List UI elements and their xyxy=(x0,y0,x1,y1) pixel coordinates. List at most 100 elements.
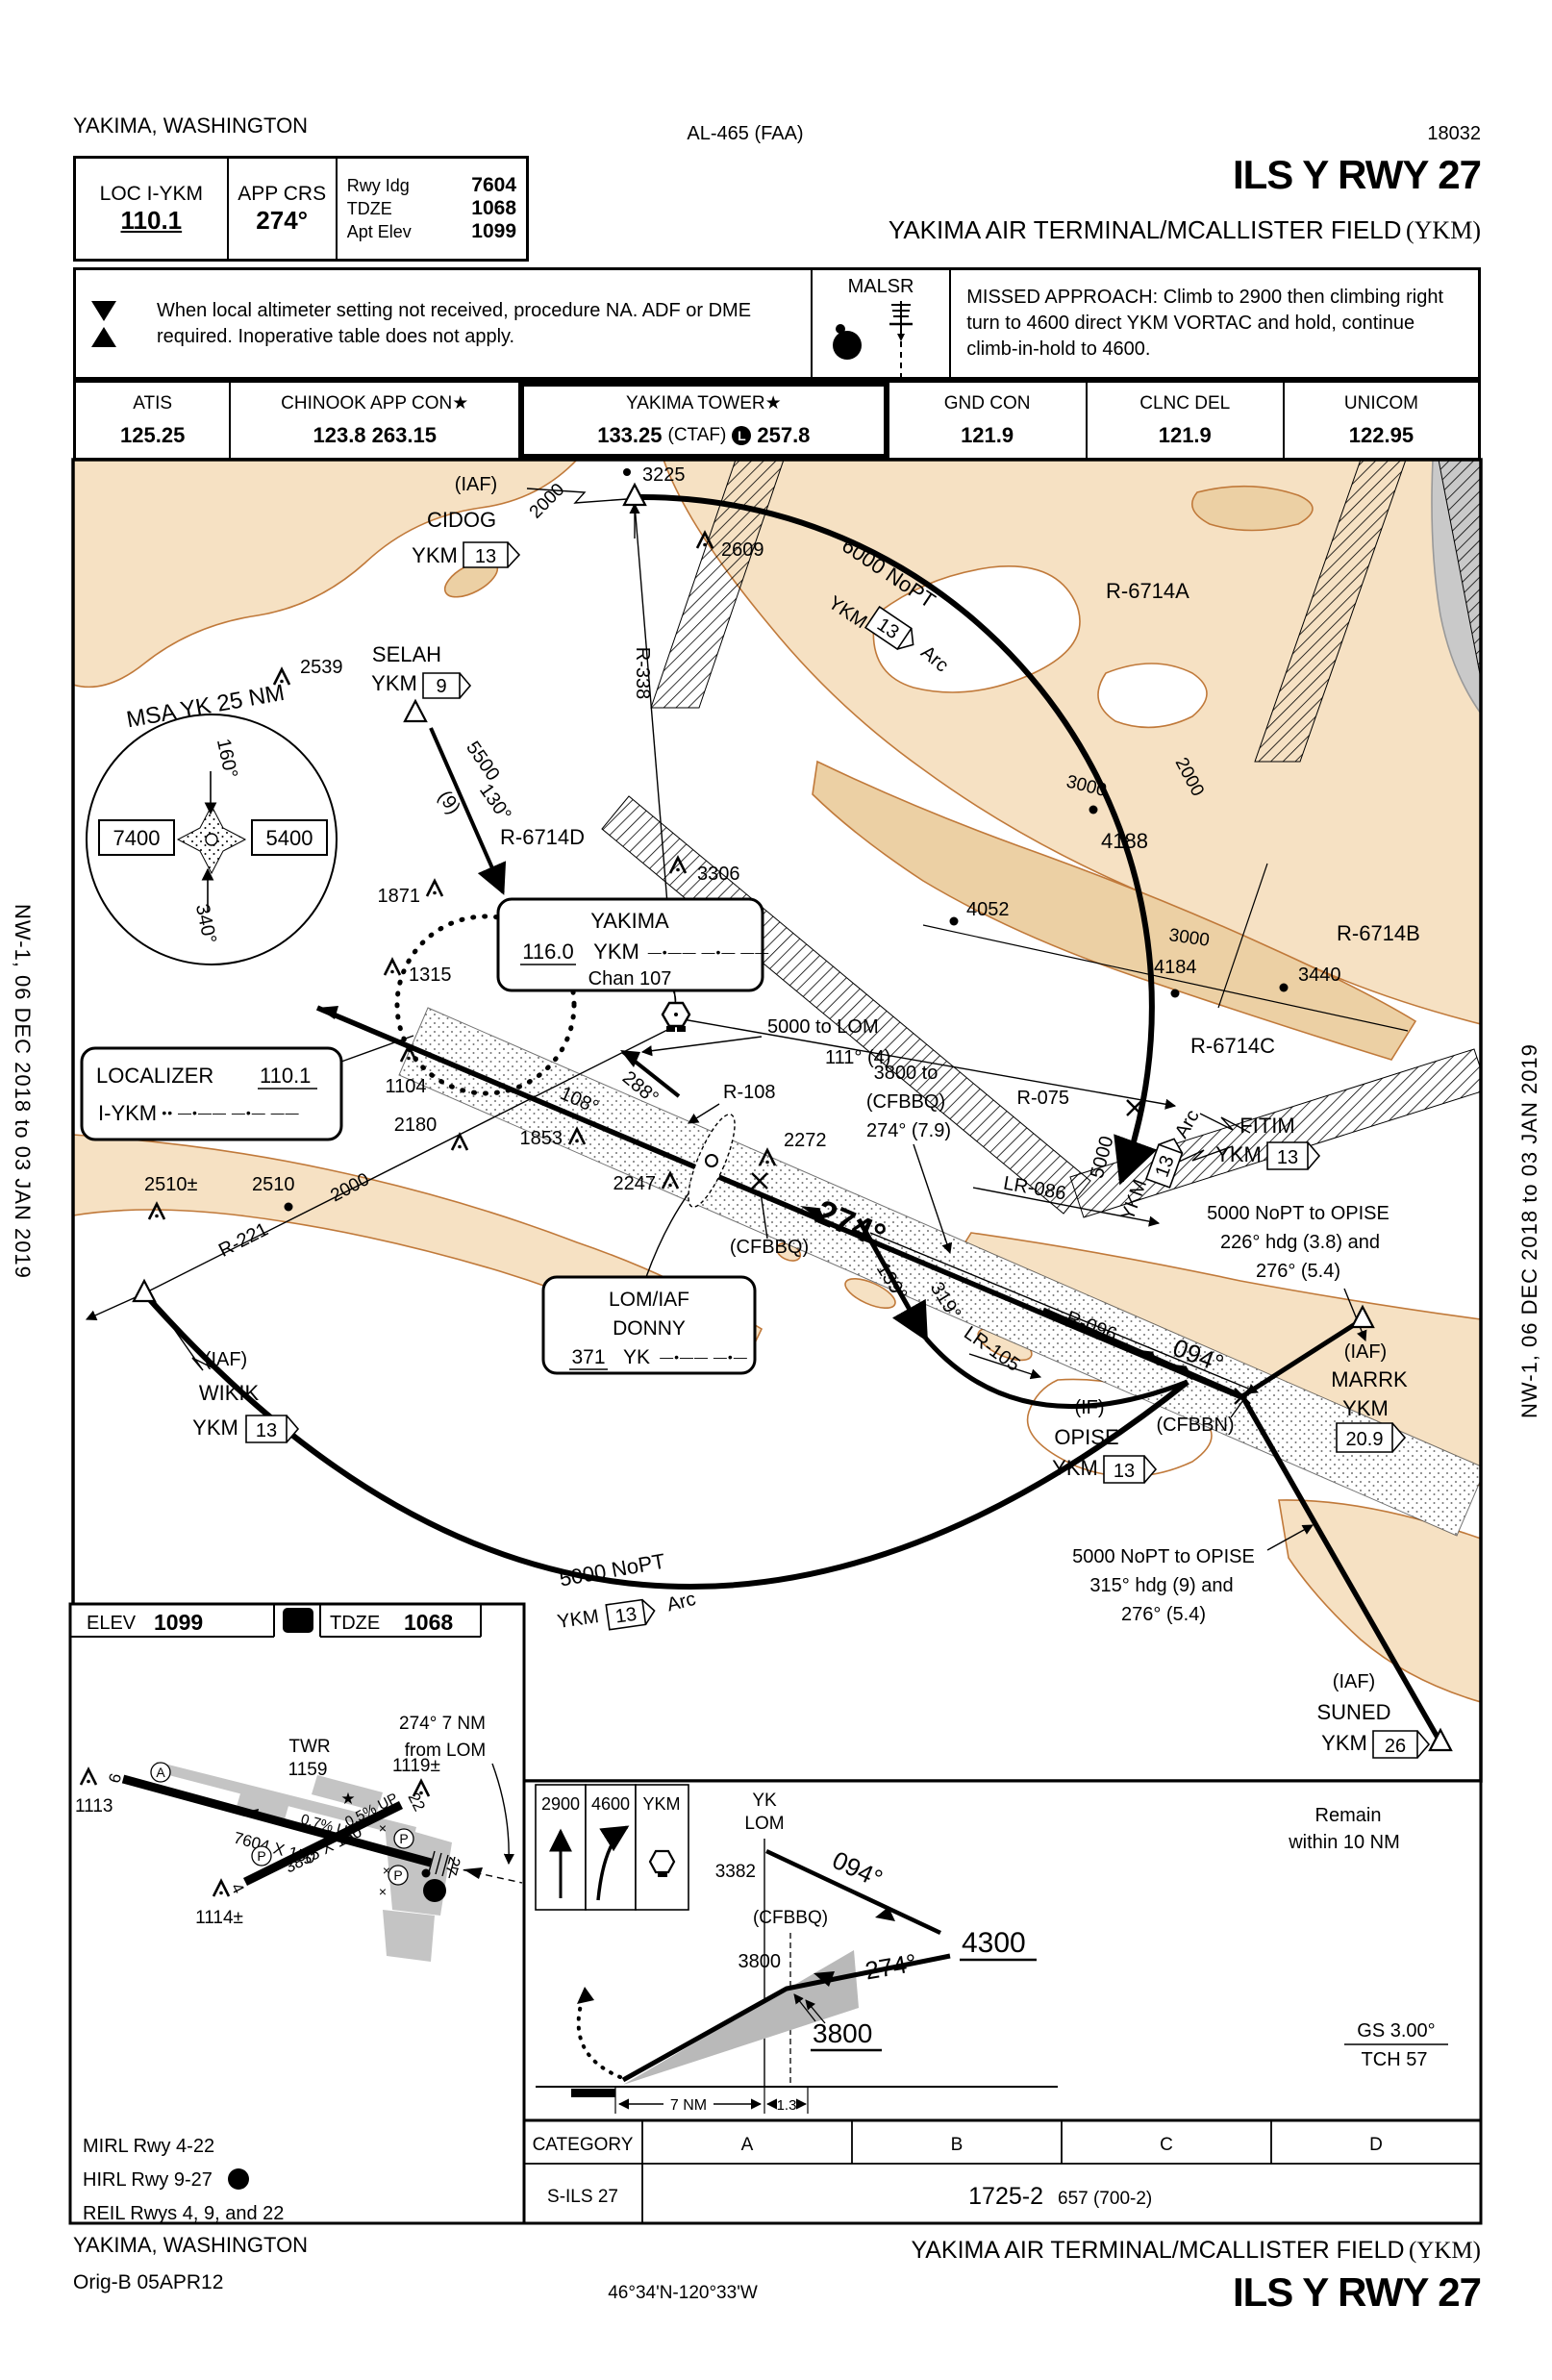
marrk-ykm: YKM xyxy=(1342,1396,1389,1420)
vor-morse: —•—— —•— —— xyxy=(648,944,770,960)
msa-7400-box xyxy=(98,819,175,856)
cat-c: C xyxy=(1160,2135,1173,2155)
selah-name: SELAH xyxy=(372,642,441,666)
notes-cell: T A When local altimeter setting not rec… xyxy=(76,270,813,377)
x-mark: × xyxy=(379,1820,387,1836)
procedure-notes: When local altimeter setting not receive… xyxy=(157,299,752,347)
sils-minima2: 657 (700-2) xyxy=(1058,2189,1152,2209)
lom-morse: —•—— —•— xyxy=(660,1349,748,1365)
msa-5400: 5400 xyxy=(266,826,313,850)
briefing-course-cell: APP CRS 274° xyxy=(229,159,338,259)
inset-1119: 1119± xyxy=(392,1756,440,1776)
t-icon-letter: T xyxy=(100,302,108,316)
cat-d: D xyxy=(1369,2135,1383,2155)
label-1853: 1853 xyxy=(520,1128,563,1149)
minima-table: CATEGORY A B C D S-ILS 27 1725-2 657 (70… xyxy=(522,2118,1483,2225)
dist-7nm: 7 NM xyxy=(670,2097,707,2114)
terrain-shape xyxy=(73,460,579,689)
inset-1114: 1114± xyxy=(195,1908,243,1928)
a5-icon-letter: A5 xyxy=(838,338,856,355)
terrain-clearing xyxy=(872,565,1081,693)
comm-tower: YAKIMA TOWER★ 133.25 (CTAF) L 257.8 xyxy=(520,383,889,458)
profile-view: 2900 4600 YKM Remain within 10 NM YK LOM… xyxy=(522,1779,1483,2122)
suned-transition-line xyxy=(1239,1394,1443,1744)
marrk-name: MARRK xyxy=(1331,1367,1408,1391)
hirl-note: HIRL Rwy 9-27 xyxy=(83,2169,213,2191)
lom-note-leader xyxy=(640,1036,763,1057)
tdze-value: 1068 xyxy=(471,197,517,219)
label-1871: 1871 xyxy=(378,886,421,907)
airport-name: YAKIMA AIR TERMINAL/MCALLISTER FIELD xyxy=(888,215,1402,244)
wikik-name: WIKIK xyxy=(199,1381,260,1405)
line-094 xyxy=(765,1848,941,1936)
course-arrowhead xyxy=(800,1206,827,1224)
label-2510b: 2510 xyxy=(252,1174,295,1195)
a5-circle xyxy=(423,1879,446,1902)
suned-dme-box xyxy=(1372,1730,1431,1759)
app-crs-value: 274° xyxy=(256,205,309,235)
dist-13: 1.3 xyxy=(777,2097,797,2114)
header-chart-code: 18032 xyxy=(1427,123,1481,144)
notes-row: T A When local altimeter setting not rec… xyxy=(73,267,1481,380)
lom-note-arrow xyxy=(491,1763,514,1866)
footer-airport: YAKIMA AIR TERMINAL/MCALLISTER FIELD xyxy=(911,2237,1405,2264)
circled-p: P xyxy=(257,1848,265,1864)
altitude-4300: 4300 xyxy=(962,1927,1026,1959)
x-mark: × xyxy=(379,1884,387,1899)
suned-ykm: YKM xyxy=(1321,1731,1367,1755)
inset-1113: 1113 xyxy=(75,1796,113,1816)
lom-note-2: from LOM xyxy=(405,1741,486,1761)
suned-26: 26 xyxy=(1385,1736,1406,1757)
lom-note-1: 274° 7 NM xyxy=(399,1714,486,1734)
msa-center-dot xyxy=(205,833,218,846)
cat-b: B xyxy=(951,2135,964,2155)
ma-4600: 4600 xyxy=(591,1794,630,1814)
label-2180: 2180 xyxy=(394,1115,438,1136)
ma-dotted-curve xyxy=(576,1991,622,2079)
lom-name: DONNY xyxy=(613,1317,686,1340)
label-2510a: 2510± xyxy=(144,1174,197,1195)
twr-star-icon: ★ xyxy=(340,1790,355,1808)
lr086-line xyxy=(972,1187,1161,1227)
a-icon-letter: A xyxy=(99,333,109,347)
spot-3440-dot xyxy=(1279,983,1289,992)
comm-atis: ATIS 125.25 xyxy=(76,383,232,458)
header-city: YAKIMA, WASHINGTON xyxy=(73,113,309,138)
runway-9-27 xyxy=(121,1774,433,1867)
donny-lom-box: LOM/IAF DONNY 371 YK —•—— —•— xyxy=(541,1275,757,1375)
spot-3225-dot xyxy=(623,468,631,476)
loc-frequency: 110.1 xyxy=(120,205,183,235)
clnc-freq: 121.9 xyxy=(1158,422,1212,447)
r108-leader xyxy=(688,1103,720,1124)
atis-label: ATIS xyxy=(133,392,173,413)
circled-p: P xyxy=(399,1831,408,1846)
terrain-clearing xyxy=(1097,663,1208,729)
lom-circle xyxy=(705,1154,718,1167)
comm-unicom: UNICOM 122.95 xyxy=(1285,383,1478,458)
suned-iaf: (IAF) xyxy=(1333,1671,1375,1692)
hatch-band xyxy=(1254,460,1407,763)
circled-p: P xyxy=(393,1867,402,1883)
tower-freq: 133.25 xyxy=(597,422,663,447)
r075-line xyxy=(682,1018,1177,1110)
cat-a: A xyxy=(741,2135,754,2155)
hatch-band xyxy=(1438,460,1481,680)
label-r6714d: R-6714D xyxy=(500,825,585,849)
loc-name: LOCALIZER xyxy=(96,1064,213,1088)
apron xyxy=(383,1910,435,1962)
footer-orig-date: Orig-B 05APR12 xyxy=(73,2271,224,2293)
app-con-freq: 123.8 263.15 xyxy=(313,422,437,447)
cidog-dme-box xyxy=(463,541,521,568)
x-mark: × xyxy=(381,1841,388,1857)
a5-text: A5 xyxy=(427,1885,442,1898)
course-094-arrow2 xyxy=(1133,1349,1160,1366)
plan-view: MSA YK 25 NM 160° 340° 7400 5400 2000 20… xyxy=(73,460,1481,1781)
label-2539: 2539 xyxy=(300,657,343,678)
opise-name: OPISE xyxy=(1054,1425,1118,1449)
leader-3800a xyxy=(793,1993,816,2022)
opise-if: (IF) xyxy=(1074,1397,1104,1418)
ma-vortac-icon xyxy=(648,1849,676,1877)
localizer-box: LOCALIZER 110.1 I-YKM •• —•—— —•— —— xyxy=(80,1046,343,1141)
fitim-ykm: YKM xyxy=(1215,1142,1262,1166)
